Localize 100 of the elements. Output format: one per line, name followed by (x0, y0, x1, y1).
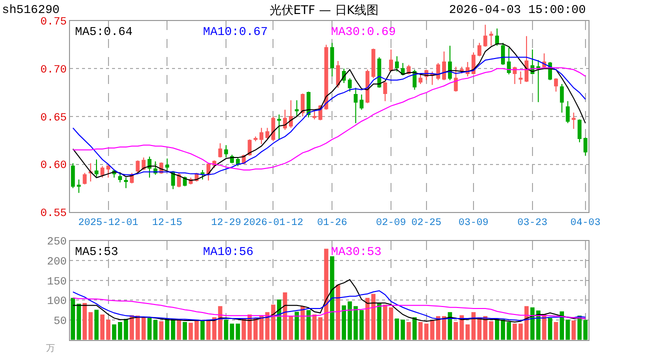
candlestick (566, 100, 570, 124)
candlestick (148, 156, 152, 178)
candlestick (224, 144, 228, 158)
text: MA5:53 (75, 245, 118, 259)
candlestick (206, 162, 210, 181)
bar (406, 322, 411, 340)
candlestick (88, 162, 93, 182)
candlestick (100, 166, 104, 178)
candlestick (512, 66, 517, 84)
candlestick (495, 28, 500, 46)
bar (377, 303, 382, 340)
x-tick-label: 02-25 (411, 218, 442, 230)
line-series (72, 279, 586, 323)
candlestick (294, 100, 299, 117)
y-tick-label: 0.70 (40, 64, 67, 77)
x-tick-label: 03-09 (458, 218, 489, 230)
candlestick (442, 50, 446, 81)
text: MA5:0.64 (75, 25, 133, 39)
candlestick (254, 136, 258, 142)
candlestick (300, 93, 305, 117)
candlestick (583, 136, 588, 156)
bar (300, 306, 305, 340)
bar (182, 322, 187, 340)
candlestick (94, 158, 98, 178)
candlestick (171, 171, 176, 190)
bar (224, 320, 228, 340)
candlestick (501, 42, 505, 66)
candlestick (524, 36, 528, 83)
y-tick-label: 250 (46, 236, 67, 249)
x-tick-label: 12-29 (211, 218, 242, 230)
candlestick (366, 69, 370, 104)
candlestick (483, 24, 488, 48)
x-tick-label: 2026-01-12 (243, 218, 304, 230)
candlestick (336, 60, 340, 88)
candlestick (560, 83, 564, 114)
text: MA30:53 (331, 245, 382, 259)
y-tick-label: 0.55 (40, 208, 67, 220)
candlestick (142, 157, 146, 170)
text: MA10:56 (203, 245, 254, 259)
candlestick (518, 71, 523, 84)
text: 2026-04-03 15:00:00 (449, 3, 586, 17)
y-tick-label: 150 (46, 276, 67, 288)
candlestick (454, 66, 458, 92)
y-axis-title: 万 (46, 344, 55, 354)
candlestick (70, 162, 75, 189)
candlestick (348, 78, 352, 92)
bar (306, 310, 311, 340)
candlestick (312, 109, 316, 120)
bar (200, 320, 205, 340)
line-series (72, 290, 586, 321)
candlestick (200, 169, 204, 180)
candlestick (165, 158, 170, 170)
candlestick (578, 118, 582, 143)
x-tick-label: 03-23 (517, 218, 548, 230)
y-tick-label: 50 (54, 316, 67, 328)
candlestick (506, 47, 511, 75)
y-tick-label: 0.75 (40, 16, 67, 29)
bar (294, 312, 299, 340)
bar (572, 320, 576, 340)
bar (548, 318, 552, 340)
candlestick (418, 74, 422, 84)
candlestick (430, 71, 434, 86)
bar (153, 320, 158, 340)
candlestick (106, 164, 110, 178)
bar (147, 318, 152, 340)
candlestick (283, 109, 287, 130)
candlestick (177, 172, 181, 188)
candlestick (76, 179, 81, 194)
bar (94, 310, 99, 340)
candlestick (218, 142, 222, 158)
x-tick-label: 2025-12-01 (78, 218, 138, 230)
x-tick-label: 04-03 (570, 218, 600, 230)
bar (418, 322, 423, 340)
bar (542, 314, 546, 340)
bar (230, 324, 234, 340)
bar (554, 322, 558, 340)
x-tick-label: 02-09 (376, 218, 406, 230)
candlestick (489, 30, 494, 46)
bar (330, 256, 334, 340)
candlestick (554, 78, 558, 92)
y-tick-label: 200 (46, 256, 67, 268)
candlestick (277, 114, 282, 140)
candlestick (288, 100, 293, 128)
candlestick (536, 60, 540, 103)
candlestick (124, 177, 128, 189)
candlestick (572, 112, 576, 130)
candlestick (354, 87, 358, 124)
candlestick (248, 138, 252, 156)
candlestick (394, 56, 399, 72)
line-series (72, 297, 586, 319)
candlestick (82, 172, 87, 185)
bar (583, 320, 588, 340)
candlestick (330, 42, 334, 77)
candlestick (265, 127, 270, 140)
bar (288, 316, 294, 340)
candlestick (371, 48, 376, 79)
candlestick (436, 62, 440, 81)
candlestick (360, 94, 364, 110)
y-tick-label: 0.65 (40, 112, 67, 124)
candlestick (389, 49, 393, 72)
